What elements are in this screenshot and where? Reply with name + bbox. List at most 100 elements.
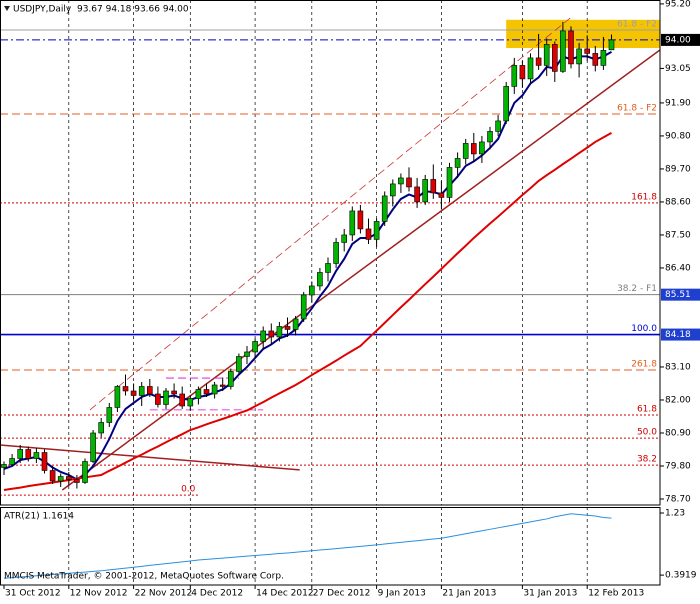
y-tick-label: 88.60 <box>665 197 691 207</box>
x-tick-label: 14 Dec 2012 <box>256 589 314 599</box>
x-tick-label: 21 Jan 2013 <box>442 589 496 599</box>
x-tick-label: 31 Jan 2013 <box>523 589 577 599</box>
candle-body <box>430 179 437 194</box>
x-tick-label: 12 Nov 2012 <box>70 589 128 599</box>
overlay: 94.00 85.51 84.18 <box>661 33 700 341</box>
candle-body <box>292 318 299 330</box>
candle-body <box>155 393 161 405</box>
atr-panel <box>3 507 612 585</box>
candle-body <box>325 263 331 273</box>
candle-body <box>284 326 291 330</box>
price-tag-label: 84.18 <box>665 330 691 340</box>
level-label: 261.8 <box>631 359 657 369</box>
moving-average <box>3 51 612 481</box>
atr-line <box>3 513 612 579</box>
candle-body <box>608 39 615 51</box>
x-tick-label: 4 Dec 2012 <box>191 589 243 599</box>
candle-body <box>527 57 534 80</box>
candle-body <box>195 389 202 399</box>
candle-body <box>503 86 510 122</box>
moving-average <box>3 132 612 491</box>
candle-body <box>381 195 388 222</box>
candle-body <box>373 221 380 240</box>
candle-body <box>41 452 48 471</box>
candle-body <box>349 210 356 236</box>
y-tick-label: 79.80 <box>665 461 691 471</box>
atr-tick-label: 1.23 <box>665 509 685 519</box>
level-label: 38.2 <box>637 455 657 465</box>
price-tag-label: 94.00 <box>665 35 691 45</box>
level-label: 61.8 <box>637 404 657 414</box>
chart-title: USDJPY,Daily 93.67 94.18 93.66 94.00 <box>13 5 189 15</box>
candle-body <box>179 393 185 407</box>
candle-body <box>1 464 7 468</box>
footer: MMCIS MetaTrader, © 2001-2012, MetaQuote… <box>4 572 284 582</box>
candle-body <box>82 461 88 483</box>
candle-body <box>9 458 15 465</box>
candle-body <box>600 50 607 66</box>
candle-body <box>57 476 64 482</box>
x-tick-label: 31 Oct 2012 <box>5 589 61 599</box>
candle-body <box>33 452 40 459</box>
candle-body <box>147 386 153 395</box>
candle-body <box>576 48 582 65</box>
candle-body <box>560 30 566 72</box>
candle-body <box>268 330 275 338</box>
candle-body <box>365 228 372 240</box>
atr-frame <box>0 507 661 586</box>
price-tag <box>661 328 700 341</box>
x-tick-label: 9 Jan 2013 <box>378 589 426 599</box>
level-label: 50.0 <box>637 428 657 438</box>
y-tick-label: 91.90 <box>665 98 691 108</box>
candle-body <box>138 386 145 396</box>
candle-body <box>98 422 104 434</box>
price-zone <box>506 19 660 49</box>
candle-body <box>122 386 129 392</box>
candle-body <box>487 131 493 143</box>
y-tick-label: 86.40 <box>665 263 691 273</box>
level-label: 100.0 <box>631 324 657 334</box>
candle-body <box>203 389 210 395</box>
y-tick-label: 95.20 <box>665 0 691 9</box>
candle-body <box>130 390 137 396</box>
candle-body <box>171 390 177 395</box>
candle-body <box>276 326 283 338</box>
level-label: 61.8 - F2 <box>617 104 657 114</box>
price-tag <box>661 33 700 46</box>
candle-body <box>398 177 404 185</box>
candle-body <box>317 272 323 287</box>
candle-body <box>389 183 396 197</box>
candle-body <box>454 158 461 168</box>
candle-body <box>535 57 542 66</box>
symbol-icon <box>4 6 10 11</box>
candle-body <box>163 390 169 405</box>
candle-body <box>438 192 445 198</box>
candle-body <box>106 407 113 423</box>
candle-body <box>446 167 453 198</box>
candle-body <box>592 53 599 66</box>
x-tick-label: 22 Nov 2012 <box>135 589 193 599</box>
candle-body <box>114 386 121 408</box>
x-tick-label: 27 Dec 2012 <box>313 589 371 599</box>
candle-body <box>260 330 267 342</box>
candle-body <box>462 143 469 159</box>
candle-body <box>300 294 307 320</box>
candle-body <box>187 398 194 407</box>
candle-body <box>341 234 348 243</box>
price-tag <box>661 288 700 301</box>
y-tick-label: 80.90 <box>665 428 691 438</box>
candle-body <box>511 65 518 87</box>
y-tick-label: 82.00 <box>665 395 691 405</box>
y-tick-label: 87.50 <box>665 230 691 240</box>
candle-body <box>25 449 32 459</box>
candle-body <box>17 449 24 459</box>
candle-body <box>414 186 420 203</box>
x-tick-label: 12 Feb 2013 <box>588 589 644 599</box>
candle-body <box>252 341 258 353</box>
candle-body <box>308 285 315 296</box>
y-tick-label: 83.10 <box>665 362 691 372</box>
trendline <box>89 17 571 411</box>
candle-body <box>584 48 591 54</box>
